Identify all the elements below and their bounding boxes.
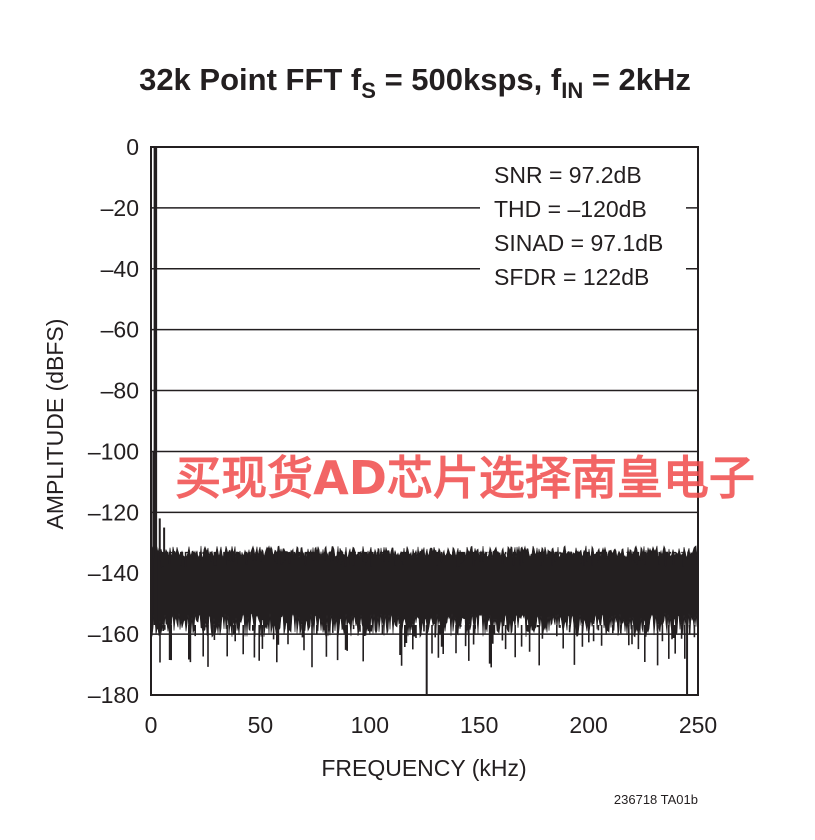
x-axis-label: FREQUENCY (kHz)	[321, 755, 526, 781]
figure-code: 236718 TA01b	[614, 792, 698, 807]
y-tick-label: –100	[88, 438, 139, 464]
plot-frame	[150, 146, 699, 696]
y-tick-label: 0	[126, 134, 139, 160]
chart-title: 32k Point FFT fS = 500ksps, fIN = 2kHz	[139, 62, 691, 103]
x-tick-labels: 0 50 100 150 200 250	[145, 712, 718, 738]
title-main: 32k Point FFT f	[139, 62, 362, 97]
annotation-snr: SNR = 97.2dB	[494, 162, 642, 188]
y-tick-label: –120	[88, 499, 139, 525]
x-tick-label: 50	[248, 712, 274, 738]
y-tick-label: –80	[101, 378, 139, 404]
x-tick-label: 150	[460, 712, 498, 738]
y-tick-label: –40	[101, 256, 139, 282]
y-axis-label: AMPLITUDE (dBFS)	[42, 319, 68, 530]
annotation-sinad: SINAD = 97.1dB	[494, 230, 663, 256]
y-tick-label: –20	[101, 195, 139, 221]
title-end: = 2kHz	[583, 62, 691, 97]
annotation-sfdr: SFDR = 122dB	[494, 264, 649, 290]
annotation-box: SNR = 97.2dB THD = –120dB SINAD = 97.1dB…	[480, 155, 686, 295]
x-tick-label: 250	[679, 712, 717, 738]
y-tick-label: –160	[88, 621, 139, 647]
y-tick-labels: 0 –20 –40 –60 –80 –100 –120 –140 –160 –180	[88, 134, 139, 708]
annotation-thd: THD = –120dB	[494, 196, 647, 222]
title-fs-subscript: S	[361, 78, 376, 103]
x-tick-label: 200	[569, 712, 607, 738]
y-tick-label: –60	[101, 317, 139, 343]
y-tick-label: –140	[88, 560, 139, 586]
x-tick-label: 0	[145, 712, 158, 738]
watermark-text: 买现货AD芯片选择南皇电子	[175, 451, 755, 505]
y-tick-label: –180	[88, 682, 139, 708]
title-fin-subscript: IN	[561, 78, 583, 103]
x-tick-label: 100	[351, 712, 389, 738]
spectrum-series	[151, 147, 699, 695]
title-middle: = 500ksps, f	[376, 62, 562, 97]
